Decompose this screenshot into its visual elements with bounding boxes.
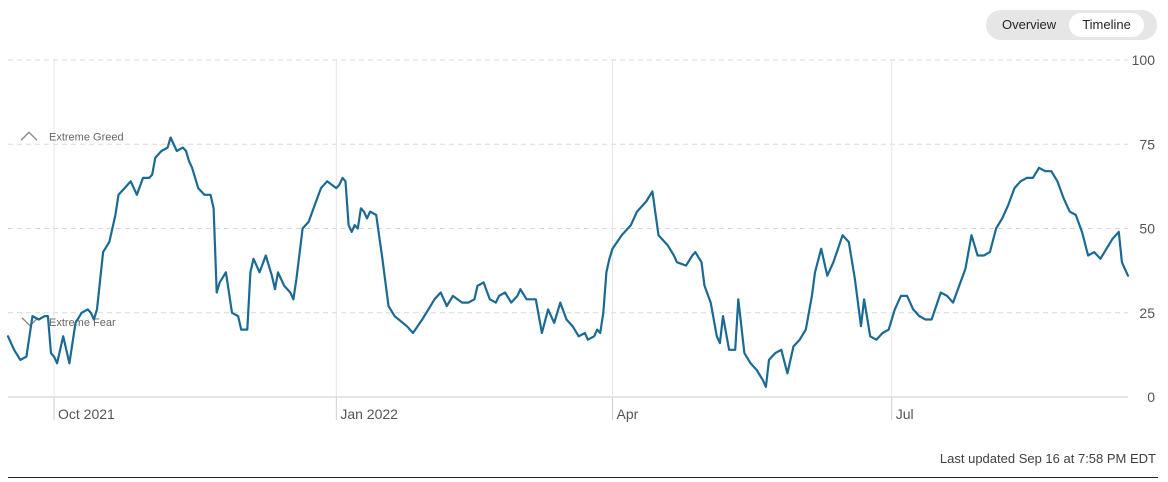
y-tick-label: 75 <box>1139 136 1155 152</box>
extreme-greed-label: Extreme Greed <box>49 131 124 143</box>
y-tick-label: 0 <box>1147 389 1155 405</box>
extreme-fear-label: Extreme Fear <box>49 317 116 329</box>
extreme-greed-icon <box>20 131 38 141</box>
overview-tab[interactable]: Overview <box>1002 17 1057 32</box>
x-tick-label: Jan 2022 <box>340 406 398 422</box>
footer-divider <box>8 477 1158 478</box>
x-tick-label: Jul <box>896 406 914 422</box>
x-tick-label: Oct 2021 <box>58 406 115 422</box>
index-series-line <box>6 136 1130 388</box>
fear-greed-chart: 0 25 50 75 100 Oct 2021 Jan 2022 Apr Jul Extrem… <box>6 52 1156 422</box>
last-updated-note: Last updated Sep 16 at 7:58 PM EDT <box>939 451 1156 466</box>
view-toggle: Overview Timeline <box>986 10 1157 40</box>
y-tick-label: 100 <box>1132 52 1156 68</box>
y-tick-label: 50 <box>1139 221 1155 237</box>
timeline-tab[interactable]: Timeline <box>1069 13 1144 37</box>
x-tick-label: Apr <box>616 406 638 422</box>
y-tick-label: 25 <box>1139 305 1155 321</box>
